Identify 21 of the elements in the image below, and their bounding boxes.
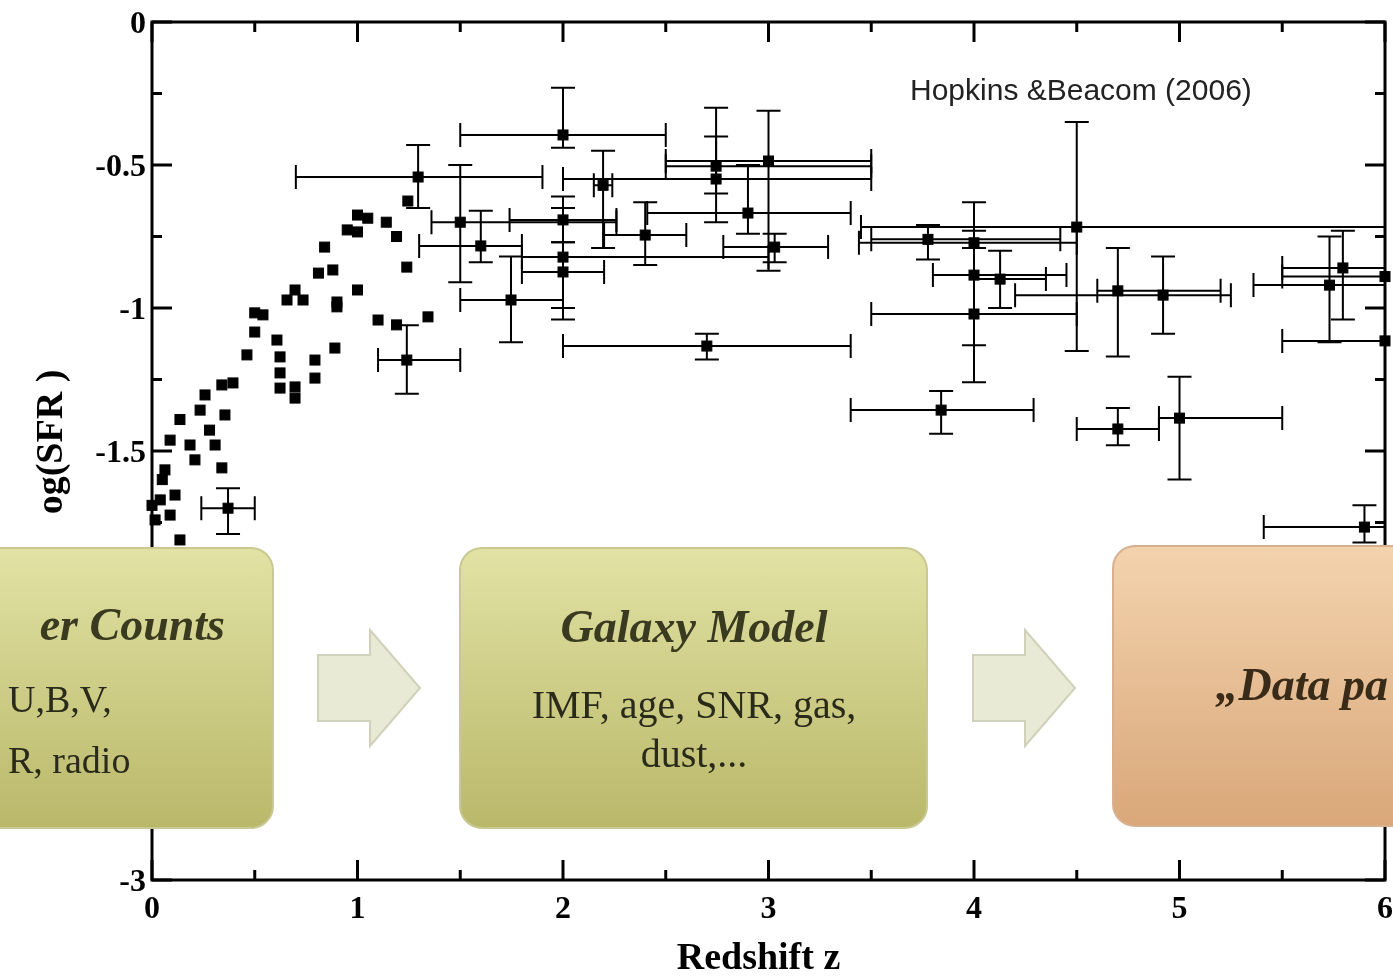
y-tick-label: -0.5	[95, 147, 146, 184]
x-tick-label: 2	[555, 889, 571, 925]
text: R, radio	[8, 739, 131, 781]
annotation: „Data pa	[1215, 659, 1388, 710]
x-tick-label: 1	[349, 889, 366, 925]
annotation: IMF, age, SNR, gas,	[531, 682, 857, 727]
y-tick-label: 0	[130, 4, 146, 41]
x-tick-label: 3	[760, 889, 777, 925]
annotation: dust,...	[640, 731, 748, 776]
annotation: er Counts	[39, 599, 225, 650]
annotation: Hopkins &Beacom (2006)	[910, 73, 1252, 106]
y-tick-label: -1	[119, 290, 146, 327]
text: U,B,V,	[8, 678, 112, 720]
x-tick-label: 5	[1171, 889, 1188, 925]
x-tick-label: 4	[966, 889, 982, 925]
y-axis-title: og(SFR )	[28, 369, 71, 515]
x-tick-label: 6	[1377, 889, 1393, 925]
y-tick-label: -1.5	[95, 433, 146, 470]
annotation: Galaxy Model	[560, 601, 828, 652]
x-axis-title: Redshift z	[676, 935, 841, 977]
y-tick-label: -3	[119, 862, 146, 899]
